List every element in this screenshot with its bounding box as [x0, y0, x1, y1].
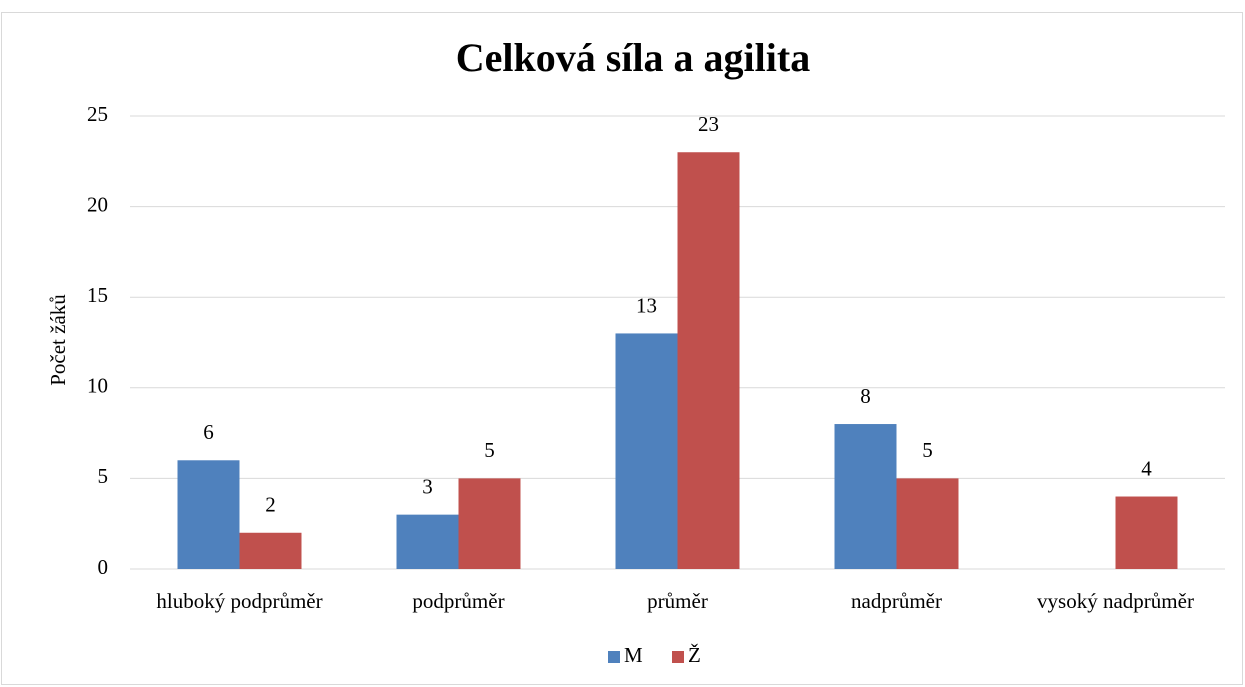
data-label: 2 [265, 493, 276, 517]
bar [677, 152, 740, 570]
y-tick-label: 0 [98, 555, 109, 579]
data-label: 23 [698, 112, 719, 136]
y-tick-label: 25 [87, 102, 108, 126]
legend-label: M [624, 643, 643, 667]
y-tick-label: 20 [87, 192, 108, 216]
bar [396, 514, 459, 569]
data-label: 8 [860, 384, 871, 408]
bar [834, 424, 897, 569]
y-tick-label: 10 [87, 374, 108, 398]
data-label: 5 [922, 438, 933, 462]
y-tick-label: 5 [98, 464, 109, 488]
data-label: 6 [203, 420, 214, 444]
bar [615, 333, 678, 569]
x-tick-label: nadprůměr [851, 589, 942, 613]
legend-swatch [608, 651, 620, 663]
chart-title: Celková síla a agilita [456, 35, 810, 80]
x-tick-label: podprůměr [412, 589, 504, 613]
x-tick-label: průměr [647, 589, 708, 613]
y-tick-label: 15 [87, 283, 108, 307]
bar [458, 478, 521, 569]
bar [177, 460, 240, 569]
legend-label: Ž [688, 643, 701, 667]
x-tick-label: vysoký nadprůměr [1037, 589, 1194, 613]
legend-swatch [672, 651, 684, 663]
data-label: 4 [1141, 456, 1152, 480]
data-label: 13 [636, 293, 657, 317]
y-axis-label: Počet žáků [46, 294, 70, 386]
x-tick-label: hluboký podprůměr [156, 589, 322, 613]
bar [239, 532, 302, 569]
bar [896, 478, 959, 569]
bar [1115, 496, 1178, 569]
data-label: 3 [422, 474, 433, 498]
data-label: 5 [484, 438, 495, 462]
